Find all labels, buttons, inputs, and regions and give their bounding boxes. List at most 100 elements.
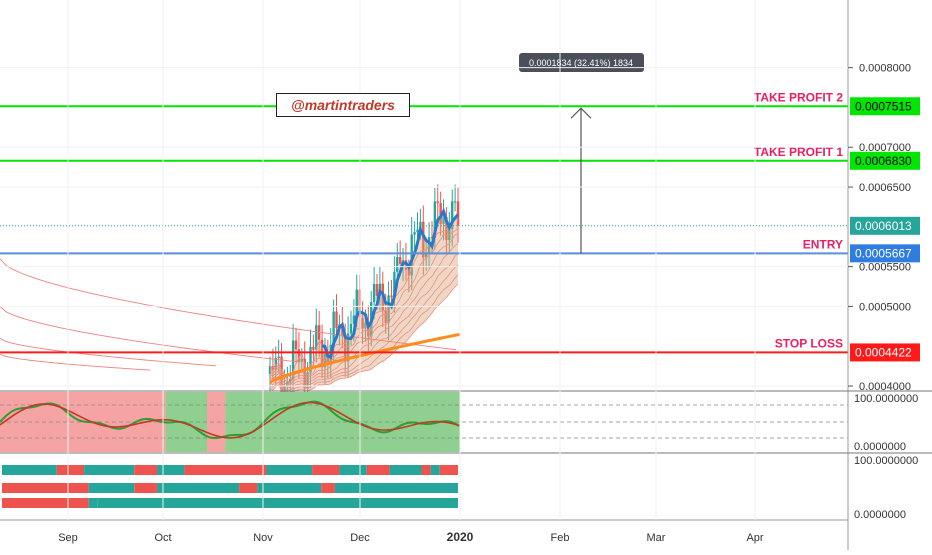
trend-bar-segment bbox=[430, 465, 440, 475]
level-badge bbox=[850, 343, 920, 362]
ma-line bbox=[269, 264, 459, 392]
trend-bar-segment bbox=[134, 465, 158, 475]
stoch-d-line bbox=[0, 401, 460, 439]
trend-bar-segment bbox=[334, 483, 458, 493]
level-label: ENTRY bbox=[803, 237, 843, 251]
ma-line bbox=[269, 243, 459, 386]
price-tick-label: 0.0005000 bbox=[859, 301, 911, 313]
candle-body bbox=[451, 201, 454, 230]
trend-bars-tick-label: 100.0000000 bbox=[854, 455, 918, 467]
oscillator-pane[interactable]: 100.0000000 0.0000000 bbox=[0, 392, 918, 453]
trend-bar-segment bbox=[134, 483, 158, 493]
candle-body bbox=[424, 252, 428, 258]
trend-bars-pane[interactable]: 100.0000000 0.0000000 bbox=[2, 455, 918, 521]
level-badge bbox=[850, 151, 920, 170]
trend-bar-segment bbox=[2, 498, 89, 508]
long-ma-curves bbox=[0, 258, 457, 371]
trend-bar-segment bbox=[84, 465, 135, 475]
price-tick-label: 0.0005500 bbox=[859, 262, 911, 274]
blue-ma-line bbox=[321, 207, 460, 360]
price-tick-label: 0.0006500 bbox=[859, 182, 911, 194]
long-ma bbox=[0, 258, 457, 351]
candle-body bbox=[416, 229, 419, 233]
candle-body bbox=[297, 349, 301, 362]
candle-body bbox=[300, 358, 304, 362]
time-tick-label: Oct bbox=[154, 532, 171, 544]
candle-body bbox=[393, 271, 396, 297]
candle-body bbox=[410, 234, 413, 276]
candle-body bbox=[364, 322, 367, 329]
candle-body bbox=[268, 366, 272, 375]
candle-body bbox=[283, 385, 286, 394]
trend-bar-segment bbox=[321, 483, 335, 493]
trend-bar-segment bbox=[2, 483, 89, 493]
candle-body bbox=[372, 284, 376, 303]
candle-body bbox=[367, 322, 370, 337]
watermark-label: @martintraders bbox=[276, 93, 410, 117]
price-tick-label: 0.0008000 bbox=[859, 63, 911, 75]
candle-body bbox=[349, 323, 353, 334]
trend-bar-segment bbox=[421, 465, 431, 475]
candle-body bbox=[407, 269, 411, 276]
candle-body bbox=[387, 295, 390, 323]
level-label: STOP LOSS bbox=[775, 336, 843, 350]
trend-bar-segment bbox=[184, 465, 267, 475]
time-tick-label: 2020 bbox=[447, 530, 474, 544]
ma-line bbox=[269, 233, 459, 383]
candle-body bbox=[291, 340, 295, 380]
last-price-text: 0.0006013 bbox=[855, 219, 912, 233]
price-pane[interactable]: 0.0006013 TAKE PROFIT 2 0.0007515 TAKE PROF… bbox=[0, 53, 920, 412]
trend-bar-segment bbox=[389, 465, 422, 475]
candle-body bbox=[352, 315, 356, 324]
candle-body bbox=[433, 201, 437, 238]
candle-body bbox=[346, 333, 350, 362]
long-ma bbox=[0, 306, 301, 363]
trend-bar-segment bbox=[97, 498, 458, 508]
time-tick-label: Apr bbox=[746, 532, 763, 544]
long-ma bbox=[0, 337, 217, 367]
time-tick-label: Feb bbox=[551, 532, 570, 544]
candle-body bbox=[320, 339, 324, 368]
oscillator-tick-label: 0.0000000 bbox=[854, 441, 906, 453]
trend-bar-segment bbox=[239, 483, 258, 493]
trend-bar-segment bbox=[157, 465, 185, 475]
trend-bar-segment bbox=[56, 465, 85, 475]
candle-body bbox=[413, 232, 416, 235]
candle-body bbox=[306, 372, 309, 389]
candle-body bbox=[422, 221, 425, 258]
time-tick-label: Sep bbox=[58, 532, 78, 544]
measure-tooltip-text: 0.0001834 (32.41%) 1834 bbox=[529, 58, 633, 68]
level-badge bbox=[850, 244, 920, 263]
candle-body bbox=[315, 325, 318, 350]
oscillator-band bbox=[207, 392, 226, 452]
trend-bar-segment bbox=[312, 465, 340, 475]
trend-bar-segment bbox=[339, 465, 367, 475]
candle-body bbox=[294, 340, 298, 350]
candle-body bbox=[398, 257, 402, 264]
candle-body bbox=[436, 201, 439, 204]
ma-line bbox=[269, 283, 459, 397]
level-value: 0.0007515 bbox=[855, 99, 912, 113]
stoch-k-line bbox=[0, 400, 460, 439]
oscillator-tick-label: 100.0000000 bbox=[854, 393, 918, 405]
trend-bar-segment bbox=[2, 465, 57, 475]
candle-body bbox=[280, 356, 283, 394]
candle-body bbox=[430, 237, 434, 239]
trend-bars-tick-label: 0.0000000 bbox=[854, 509, 906, 521]
candle-body bbox=[326, 353, 330, 364]
time-tick-label: Dec bbox=[350, 532, 370, 544]
trend-bar-segment bbox=[88, 498, 98, 508]
time-tick-label: Nov bbox=[253, 532, 273, 544]
candle-body bbox=[442, 216, 445, 224]
candle-body bbox=[289, 379, 292, 382]
candle-body bbox=[344, 335, 347, 362]
level-value: 0.0006830 bbox=[855, 154, 912, 168]
level-value: 0.0005667 bbox=[855, 246, 912, 260]
orange-ema-line bbox=[269, 332, 461, 384]
candle-body bbox=[312, 346, 315, 350]
level-value: 0.0004422 bbox=[855, 345, 912, 359]
candle-body bbox=[390, 295, 393, 297]
